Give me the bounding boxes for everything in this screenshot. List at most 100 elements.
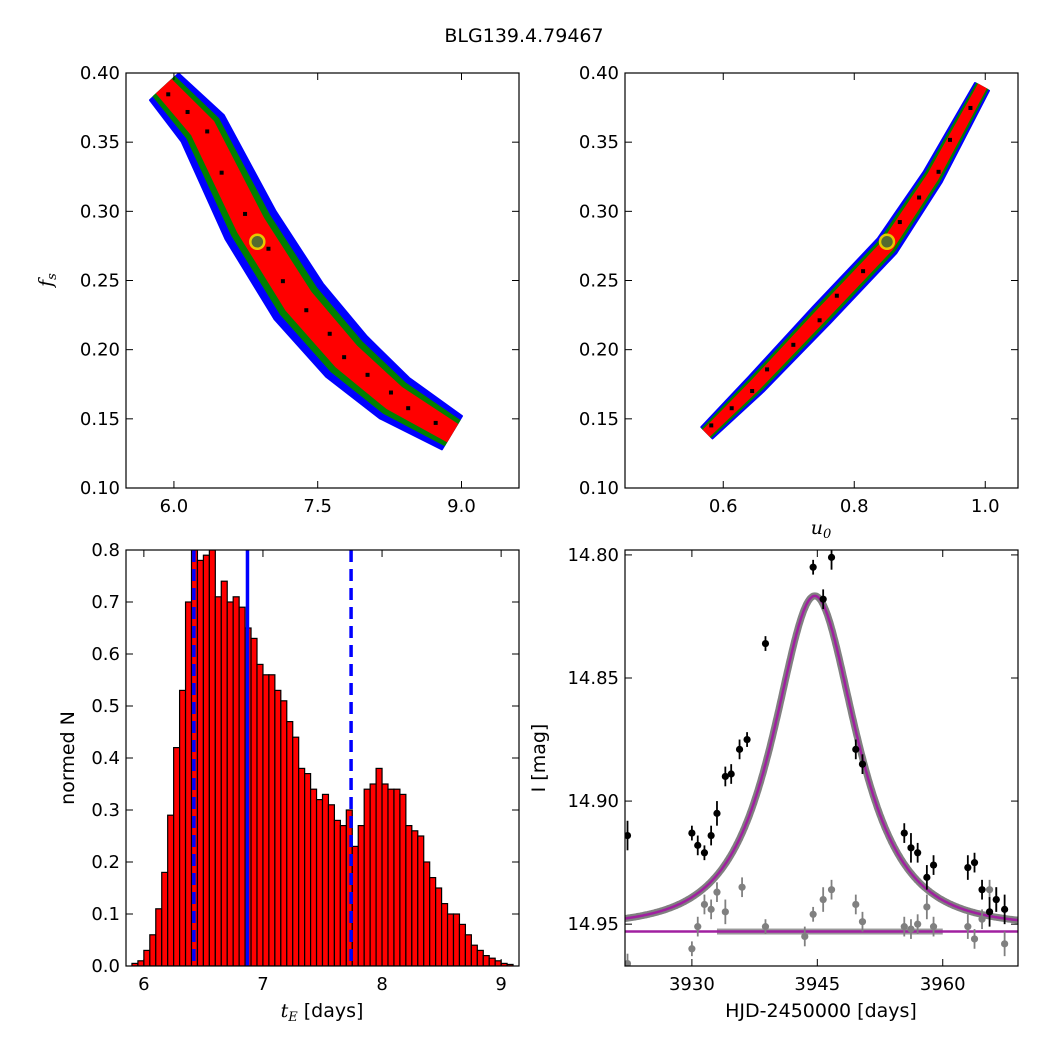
chain-point xyxy=(765,367,770,372)
data-point xyxy=(900,829,908,837)
chain-point xyxy=(166,92,171,97)
histogram-bar xyxy=(446,913,455,966)
chain-point xyxy=(791,342,796,347)
data-point xyxy=(985,908,994,916)
residual-point xyxy=(809,910,817,918)
x-tick-label: 7.5 xyxy=(303,496,332,517)
chain-point xyxy=(861,269,866,274)
data-point xyxy=(721,772,729,781)
histogram-bar xyxy=(470,944,478,966)
y-tick-label: 0.2 xyxy=(91,852,120,873)
data-point xyxy=(914,849,922,857)
y-tick-label: 0.30 xyxy=(579,201,619,222)
y-axis-label: fs xyxy=(35,273,60,289)
y-tick-label: 0.25 xyxy=(579,271,619,292)
y-tick-label: 0.0 xyxy=(91,956,120,977)
histogram-bar xyxy=(196,559,205,966)
chain-point xyxy=(280,279,285,284)
residual-point xyxy=(688,945,696,953)
chain-point xyxy=(342,355,347,360)
y-tick-label: 14.80 xyxy=(567,545,619,566)
figure-title: BLG139.4.79467 xyxy=(444,25,603,47)
histogram-bar xyxy=(375,767,383,966)
histogram-bar xyxy=(393,788,401,966)
residual-point xyxy=(738,883,746,891)
residual-point xyxy=(970,935,979,943)
chain-point xyxy=(729,406,734,411)
contour-layer xyxy=(700,82,990,440)
y-tick-label: 0.25 xyxy=(80,271,120,292)
panel-fs-vs-u0: 0.6 0.8 1.0 0.10 0.15 0.20 0.25 0.30 0.35 0.40 u0 xyxy=(579,63,1019,542)
histogram-bar xyxy=(357,824,365,966)
residual-point xyxy=(761,923,770,931)
residual-point xyxy=(978,915,986,923)
data-point xyxy=(852,745,860,753)
data-point xyxy=(625,831,632,840)
best-fit-marker xyxy=(878,233,896,251)
panel-lightcurve: 3930 3945 3960 14.80 14.85 14.90 14.95 I [mag] H… xyxy=(528,545,1019,1022)
histogram-bar xyxy=(173,746,181,966)
histogram-bar xyxy=(423,861,431,966)
histogram-bar xyxy=(155,908,163,966)
data-point xyxy=(929,861,938,869)
chain-point xyxy=(266,246,271,251)
residual-point xyxy=(1001,940,1009,948)
x-tick-label: 0.8 xyxy=(840,496,869,517)
data-point xyxy=(761,639,770,648)
histogram-bar xyxy=(506,963,514,966)
histogram-bar xyxy=(280,700,288,966)
y-tick-label: 0.40 xyxy=(579,63,619,84)
lightcurve-layer xyxy=(625,550,1018,966)
y-tick-label: 0.8 xyxy=(91,540,120,561)
histogram-bars xyxy=(131,550,514,966)
data-point xyxy=(694,841,702,849)
residual-point xyxy=(923,903,931,911)
model-uncertainty-band xyxy=(625,592,1018,924)
data-point xyxy=(1001,905,1009,913)
y-tick-label: 0.10 xyxy=(80,478,120,499)
data-point xyxy=(970,859,979,867)
histogram-bar xyxy=(351,845,359,966)
y-tick-label: 14.85 xyxy=(567,668,619,689)
x-tick-label: 9 xyxy=(495,974,506,995)
x-tick-label: 3930 xyxy=(669,974,715,995)
x-tick-label: 6 xyxy=(138,974,149,995)
chain-point xyxy=(968,105,973,110)
histogram-bar xyxy=(482,954,490,966)
y-tick-label: 0.40 xyxy=(80,63,120,84)
data-point xyxy=(827,553,836,561)
histogram-bar xyxy=(321,793,330,966)
y-tick-label: 0.4 xyxy=(91,748,120,769)
data-point xyxy=(923,873,931,881)
data-point xyxy=(858,760,867,768)
histogram-bar xyxy=(345,809,353,966)
y-tick-label: 0.15 xyxy=(579,409,619,430)
y-tick-label: 0.15 xyxy=(80,409,120,430)
chain-point xyxy=(243,211,248,216)
contour-1sigma xyxy=(155,78,459,443)
x-tick-label: 8 xyxy=(376,974,387,995)
data-point xyxy=(713,809,721,817)
histogram-bar xyxy=(167,814,175,966)
histogram-bar xyxy=(143,949,151,966)
y-tick-label: 0.30 xyxy=(80,201,120,222)
chain-point xyxy=(304,308,309,313)
histogram-bar xyxy=(399,793,407,966)
data-point xyxy=(688,829,696,837)
x-tick-label: 0.6 xyxy=(709,496,738,517)
data-point xyxy=(978,886,986,894)
residual-point xyxy=(914,920,922,928)
contour-layer xyxy=(149,73,463,451)
residual-point xyxy=(929,923,938,931)
histogram-bar xyxy=(327,804,336,966)
histogram-bar xyxy=(226,601,234,966)
x-tick-label: 3960 xyxy=(920,974,966,995)
best-fit-marker xyxy=(249,233,266,251)
chain-point xyxy=(750,389,755,394)
residual-point xyxy=(827,886,836,894)
chain-point xyxy=(709,423,714,428)
y-tick-label: 0.7 xyxy=(91,592,120,613)
histogram-bar xyxy=(220,580,228,966)
histogram-bar xyxy=(178,689,187,966)
x-tick-label: 3945 xyxy=(794,974,840,995)
